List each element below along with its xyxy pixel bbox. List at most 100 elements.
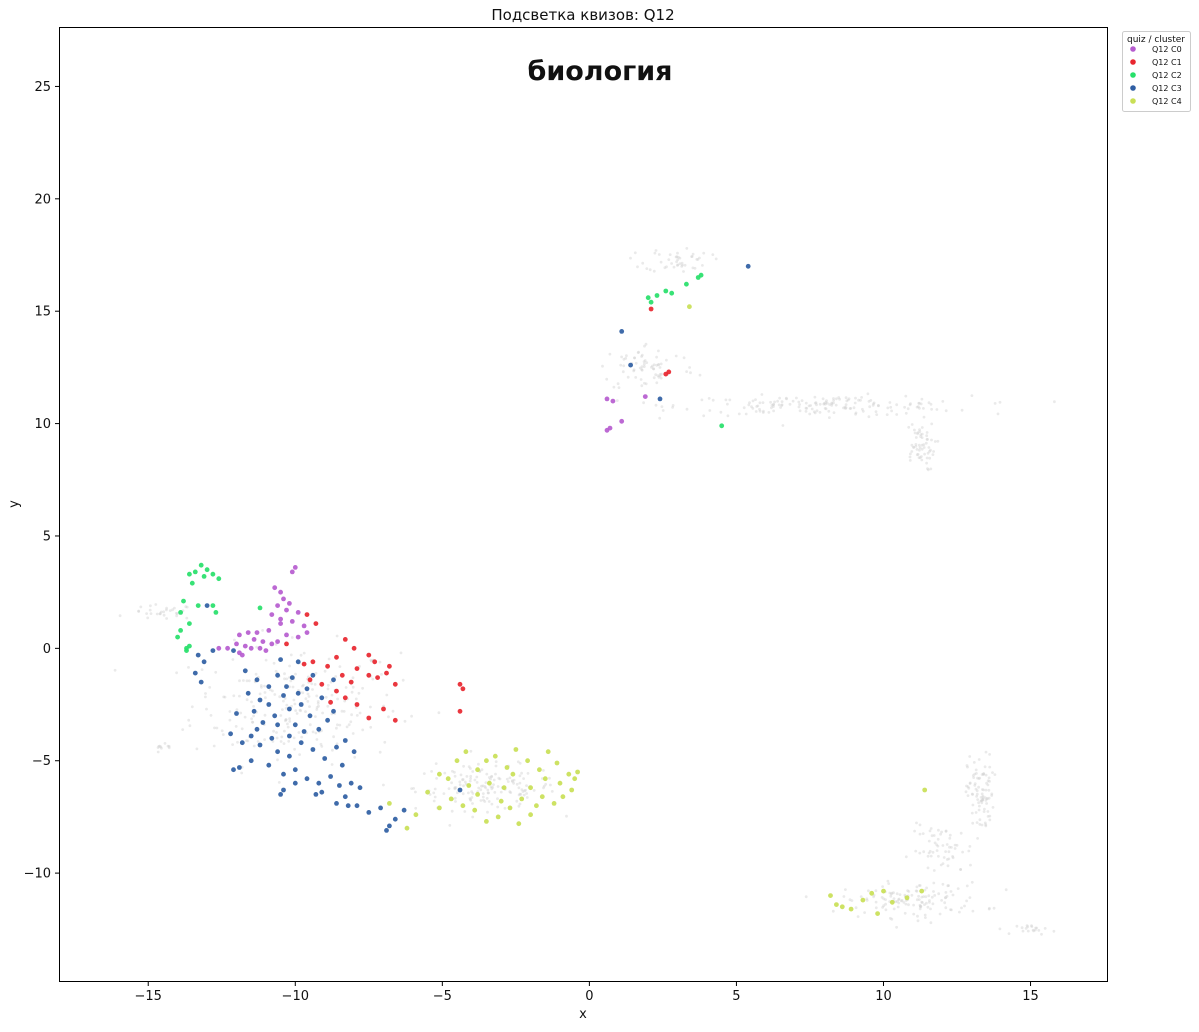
- background-points: [113, 247, 1056, 936]
- background-point: [658, 374, 662, 378]
- background-point: [930, 834, 934, 838]
- background-point: [966, 794, 970, 797]
- data-point: [225, 645, 231, 651]
- background-point: [636, 351, 640, 354]
- background-point: [922, 443, 926, 447]
- background-point: [974, 811, 978, 814]
- background-point: [968, 845, 972, 848]
- background-point: [263, 684, 266, 688]
- background-point: [433, 795, 437, 799]
- data-point: [210, 603, 216, 608]
- data-point: [654, 293, 660, 298]
- background-point: [391, 709, 395, 713]
- background-point: [926, 468, 930, 472]
- background-point: [454, 786, 458, 789]
- data-point: [342, 794, 348, 800]
- background-point: [1025, 924, 1029, 927]
- background-point: [320, 745, 324, 748]
- background-point: [159, 610, 163, 614]
- background-point: [984, 773, 988, 777]
- background-point: [758, 407, 761, 411]
- background-point: [965, 899, 968, 903]
- data-point: [298, 702, 304, 707]
- background-point: [929, 907, 932, 911]
- background-point: [984, 823, 988, 826]
- background-point: [205, 707, 208, 711]
- background-point: [515, 782, 519, 786]
- background-point: [788, 402, 792, 406]
- background-point: [371, 677, 375, 681]
- background-point: [658, 416, 662, 420]
- background-point: [654, 403, 658, 407]
- data-point: [234, 711, 239, 716]
- background-point: [936, 439, 940, 443]
- background-point: [212, 744, 216, 748]
- data-point: [454, 758, 460, 764]
- background-point: [304, 697, 308, 701]
- background-point: [682, 356, 686, 360]
- background-point: [977, 801, 980, 805]
- background-point: [914, 849, 918, 853]
- data-point: [310, 672, 316, 678]
- data-point: [348, 679, 354, 685]
- background-point: [486, 791, 490, 795]
- background-point: [944, 906, 948, 910]
- data-point: [331, 677, 336, 683]
- data-point: [457, 708, 463, 714]
- background-point: [370, 659, 373, 663]
- data-point: [187, 571, 192, 577]
- background-point: [520, 771, 523, 775]
- background-point: [477, 786, 481, 790]
- series-q12-c2: [175, 272, 725, 653]
- data-point: [287, 733, 292, 739]
- background-point: [926, 451, 930, 455]
- background-point: [292, 698, 296, 702]
- background-point: [496, 797, 499, 801]
- background-point: [983, 796, 987, 800]
- data-point: [239, 740, 245, 746]
- legend-label: Q12 C3: [1152, 84, 1182, 93]
- background-point: [914, 889, 918, 893]
- background-point: [667, 258, 671, 261]
- background-point: [680, 261, 684, 265]
- background-point: [503, 806, 507, 810]
- background-point: [756, 404, 760, 408]
- legend-marker: [1130, 85, 1136, 91]
- background-point: [769, 400, 772, 404]
- background-point: [288, 720, 292, 723]
- background-point: [475, 781, 479, 784]
- background-point: [233, 638, 236, 642]
- data-point: [257, 697, 263, 703]
- background-point: [968, 755, 972, 758]
- background-point: [652, 367, 655, 371]
- background-point: [922, 895, 926, 898]
- data-point: [304, 612, 310, 617]
- data-point: [254, 677, 260, 683]
- background-point: [165, 608, 168, 612]
- background-point: [859, 895, 863, 898]
- background-point: [518, 781, 522, 785]
- background-point: [1052, 929, 1056, 933]
- background-point: [451, 769, 454, 773]
- background-point: [920, 458, 924, 462]
- background-point: [640, 384, 644, 388]
- background-point: [652, 269, 656, 273]
- background-point: [516, 760, 520, 764]
- background-point: [917, 401, 921, 405]
- background-point: [907, 425, 911, 429]
- data-point: [366, 652, 372, 658]
- background-point: [640, 353, 644, 357]
- background-point: [860, 396, 863, 399]
- data-point: [366, 672, 372, 678]
- data-point: [484, 819, 489, 824]
- background-point: [975, 772, 978, 775]
- background-point: [601, 364, 604, 368]
- background-point: [489, 785, 493, 789]
- background-point: [986, 810, 990, 813]
- background-point: [234, 725, 238, 728]
- data-point: [542, 776, 548, 782]
- background-point: [936, 844, 940, 848]
- data-point: [257, 605, 263, 611]
- background-point: [493, 791, 497, 794]
